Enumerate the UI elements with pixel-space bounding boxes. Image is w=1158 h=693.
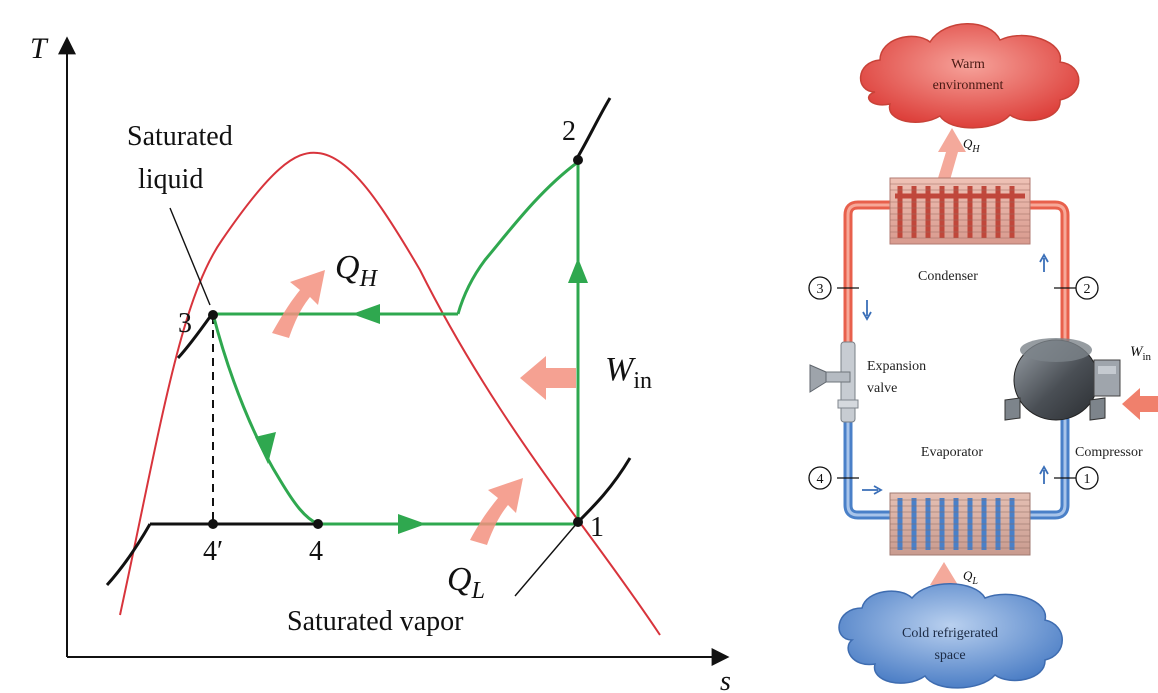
- flow-arrow-3: [862, 300, 872, 321]
- refrigeration-system: Warm environment QH: [808, 23, 1158, 689]
- state-point-4prime: [208, 519, 218, 529]
- win-label-sub: in: [633, 368, 652, 394]
- flow-arrow-4: [862, 485, 883, 495]
- sat-vapor-leader: [514, 521, 579, 597]
- qh-system-label: QH: [963, 136, 980, 155]
- compressor-label: Compressor: [1075, 445, 1143, 460]
- sat-liquid-leader: [169, 207, 211, 306]
- qh-label-sub: H: [359, 266, 379, 292]
- state-label-1: 1: [590, 512, 604, 543]
- state-circle-4: [808, 466, 832, 490]
- cold-space-cloud: [838, 583, 1063, 689]
- sat-liquid-label-1: Saturated: [127, 121, 233, 152]
- state-point-3: [208, 310, 218, 320]
- state-label-4prime: 4′: [203, 536, 223, 567]
- win-label: Win: [605, 351, 652, 394]
- state-label-2: 2: [562, 116, 576, 147]
- hot-piping: [843, 200, 1070, 350]
- evaporator-label: Evaporator: [921, 445, 984, 460]
- expansion-label-1: Expansion: [867, 359, 926, 374]
- ql-label-main: Q: [447, 561, 472, 598]
- arrow-1-2: [568, 258, 588, 283]
- flow-arrow-1: [1039, 465, 1049, 484]
- win-label-main: W: [605, 351, 636, 388]
- state-circle-2-label: 2: [1084, 282, 1091, 297]
- flow-arrow-2: [1039, 253, 1049, 272]
- state-circle-3-label: 3: [817, 282, 824, 297]
- win-system-label: Win: [1130, 344, 1152, 363]
- state-label-4: 4: [309, 536, 323, 567]
- ql-heat-arrow: [470, 478, 523, 545]
- compressor-unit: [1004, 338, 1121, 421]
- ts-diagram: T s Saturated liquid Saturated vapor: [30, 32, 731, 693]
- isobar-low-left: [105, 523, 152, 587]
- state-label-3: 3: [178, 308, 192, 339]
- cycle-3-4: [211, 313, 319, 526]
- qh-system-sub: H: [971, 144, 980, 155]
- arrow-condense: [352, 304, 380, 324]
- expansion-valve: [809, 341, 859, 423]
- cycle-2-3-superheat: [456, 160, 579, 315]
- evaporator-coil: [889, 492, 1031, 556]
- qh-label-main: Q: [335, 249, 360, 286]
- ql-label-sub: L: [471, 578, 485, 604]
- cold-label-2: space: [934, 648, 965, 663]
- ql-system-main: Q: [963, 568, 973, 583]
- state-circle-4-label: 4: [817, 472, 824, 487]
- sat-vapor-label: Saturated vapor: [287, 606, 464, 637]
- state-circle-1: [1075, 466, 1099, 490]
- win-work-arrow: [520, 356, 576, 400]
- win-system-main: W: [1130, 344, 1144, 360]
- condenser-coil: [889, 177, 1031, 245]
- isobar-high-right: [574, 97, 612, 161]
- state-point-4: [313, 519, 323, 529]
- cold-piping: [843, 415, 1070, 520]
- win-system-arrow: [1122, 388, 1158, 420]
- qh-system-main: Q: [963, 136, 973, 151]
- cycle-path: [211, 160, 580, 526]
- ql-system-sub: L: [971, 576, 978, 587]
- arrow-evaporate: [398, 514, 426, 534]
- state-point-2: [573, 155, 583, 165]
- x-axis-label: s: [720, 666, 731, 693]
- ql-label: QL: [447, 561, 485, 604]
- state-circle-1-label: 1: [1084, 472, 1091, 487]
- condenser-label: Condenser: [918, 269, 978, 284]
- y-axis-label: T: [30, 32, 49, 65]
- warm-environment-cloud: [859, 23, 1080, 129]
- cold-label-1: Cold refrigerated: [902, 626, 998, 641]
- state-circle-2: [1075, 276, 1099, 300]
- ql-system-label: QL: [963, 568, 978, 587]
- win-system-sub: in: [1143, 351, 1152, 363]
- isobar-low-right: [576, 457, 632, 524]
- warm-label-1: Warm: [951, 57, 985, 72]
- sat-liquid-label-2: liquid: [138, 164, 203, 195]
- arrow-expansion: [255, 432, 276, 464]
- state-point-1: [573, 517, 583, 527]
- expansion-label-2: valve: [867, 381, 897, 396]
- qh-label: QH: [335, 249, 379, 292]
- warm-label-2: environment: [933, 78, 1004, 93]
- qh-heat-arrow: [272, 270, 325, 338]
- state-circle-3: [808, 276, 832, 300]
- qh-system-arrow: [938, 128, 966, 180]
